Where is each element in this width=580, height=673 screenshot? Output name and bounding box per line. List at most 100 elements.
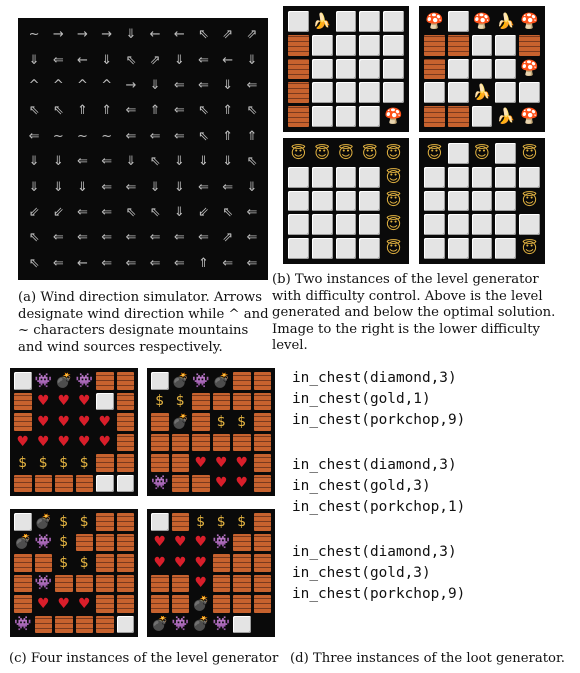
loot-line: in_chest(porkchop,9) — [292, 412, 466, 428]
stone-tile — [471, 238, 493, 259]
wind-cell: ⇐ — [246, 77, 258, 93]
wind-cell: ⇐ — [125, 179, 137, 195]
brick-wall — [151, 574, 169, 592]
stone-tile — [471, 166, 493, 188]
mushroom-icon: 🍄 — [519, 106, 540, 127]
banana-icon: 🍌 — [495, 106, 517, 127]
stone-tile — [495, 58, 517, 80]
stone-tile — [424, 214, 445, 236]
money-bag-icon: $ — [55, 454, 73, 472]
brick-wall — [253, 513, 271, 531]
stone-tile — [359, 34, 381, 56]
wind-cell: ⇓ — [198, 154, 209, 170]
stone-tile — [471, 58, 493, 80]
wind-cell: ← — [173, 27, 185, 43]
loot-group-2: in_chest(diamond,3) in_chest(gold,3) in_… — [292, 455, 572, 518]
brick-wall — [253, 433, 271, 451]
loot-group-3: in_chest(diamond,3) in_chest(gold,3) in_… — [292, 542, 572, 605]
stone-tile — [335, 11, 357, 32]
broken-heart-icon: ♥ — [75, 595, 93, 613]
wind-cell: ⇑ — [222, 128, 234, 144]
stone-tile — [335, 34, 357, 56]
wind-cell: ⇐ — [125, 103, 137, 119]
brick-wall — [96, 533, 114, 551]
wind-cell: ⇓ — [246, 52, 258, 68]
money-bag-icon: $ — [233, 413, 251, 431]
wind-cell: ⇐ — [77, 204, 88, 220]
wind-cell: ⇓ — [28, 52, 40, 68]
brick-wall — [253, 392, 271, 410]
level-b-grid-1: 🍌 🍄 — [283, 6, 409, 132]
wind-cell: ⇑ — [246, 128, 258, 144]
stone-tile — [471, 190, 493, 212]
stone-tile — [495, 214, 517, 236]
money-bag-icon: $ — [233, 513, 251, 531]
loot-line: in_chest(diamond,3) — [292, 457, 457, 473]
stone-tile — [495, 166, 517, 188]
brick-wall — [116, 574, 134, 592]
broken-heart-icon: ♥ — [55, 413, 73, 431]
stone-tile — [311, 190, 333, 212]
brick-wall — [171, 574, 189, 592]
wind-cell: ⇗ — [246, 27, 258, 43]
wind-cell: ⇓ — [222, 77, 234, 93]
wind-cell: ← — [77, 52, 88, 68]
stone-tile — [424, 82, 445, 104]
caption-c: (c) Four instances of the level generato… — [9, 651, 279, 666]
stone-tile — [383, 11, 404, 32]
bomb-icon: 💣 — [14, 533, 32, 551]
angel-face-icon: 😇 — [383, 143, 404, 164]
wind-cell: ^ — [28, 77, 40, 93]
alien-monster-icon: 👾 — [151, 474, 169, 492]
broken-heart-icon: ♥ — [55, 392, 73, 410]
wind-cell: ⇙ — [52, 204, 64, 220]
money-bag-icon: $ — [212, 513, 230, 531]
money-bag-icon: $ — [192, 513, 210, 531]
brick-wall — [34, 615, 52, 633]
stone-tile — [383, 34, 404, 56]
wind-cell: ⇐ — [101, 255, 113, 271]
stone-tile — [447, 58, 469, 80]
broken-heart-icon: ♥ — [192, 533, 210, 551]
broken-heart-icon: ♥ — [55, 595, 73, 613]
brick-wall — [233, 372, 251, 390]
stone-tile — [471, 34, 493, 56]
wind-cell: ⇖ — [149, 154, 161, 170]
brick-wall — [253, 454, 271, 472]
wind-cell: ⇐ — [246, 255, 258, 271]
mushroom-icon: 🍄 — [519, 11, 540, 32]
wind-cell: ⇓ — [125, 154, 137, 170]
brick-wall — [75, 533, 93, 551]
brick-wall — [151, 595, 169, 613]
brick-wall — [212, 595, 230, 613]
wind-cell: ⇐ — [246, 230, 258, 246]
brick-wall — [14, 554, 32, 572]
alien-monster-icon: 👾 — [34, 372, 52, 390]
stone-tile — [359, 214, 381, 236]
angel-face-icon: 😇 — [288, 143, 309, 164]
stone-tile — [495, 82, 517, 104]
brick-wall — [212, 554, 230, 572]
stone-tile — [311, 166, 333, 188]
stone-tile — [311, 238, 333, 259]
wind-cell: ⇓ — [28, 179, 40, 195]
stone-tile — [311, 82, 333, 104]
stone-tile — [447, 11, 469, 32]
money-bag-icon: $ — [55, 533, 73, 551]
brick-wall — [253, 413, 271, 431]
wind-grid: ~ → → → ⇓ ← ← ⇖ ⇗ ⇗ ⇓ ⇐ ← ⇓ ⇖ ⇗ ⇓ ⇐ ← ⇓ ^ ^ ^ ^ → ⇓ ⇐ ⇐ ⇓ ⇐ ⇖ ⇖ ⇑ ⇑ ⇐ ⇑ ⇐ ⇖ ⇑ ⇖… — [18, 18, 268, 280]
brick-wall — [519, 34, 540, 56]
brick-wall — [253, 595, 271, 613]
brick-wall — [233, 392, 251, 410]
wind-cell: ⇐ — [101, 154, 113, 170]
broken-heart-icon: ♥ — [151, 533, 169, 551]
stone-tile — [335, 166, 357, 188]
wind-cell: ⇓ — [52, 154, 64, 170]
stone-tile — [151, 372, 169, 390]
stone-tile — [424, 238, 445, 259]
alien-monster-icon: 👾 — [14, 615, 32, 633]
wind-cell: ~ — [101, 128, 113, 144]
brick-wall — [192, 413, 210, 431]
brick-wall — [96, 554, 114, 572]
alien-monster-icon: 👾 — [192, 372, 210, 390]
